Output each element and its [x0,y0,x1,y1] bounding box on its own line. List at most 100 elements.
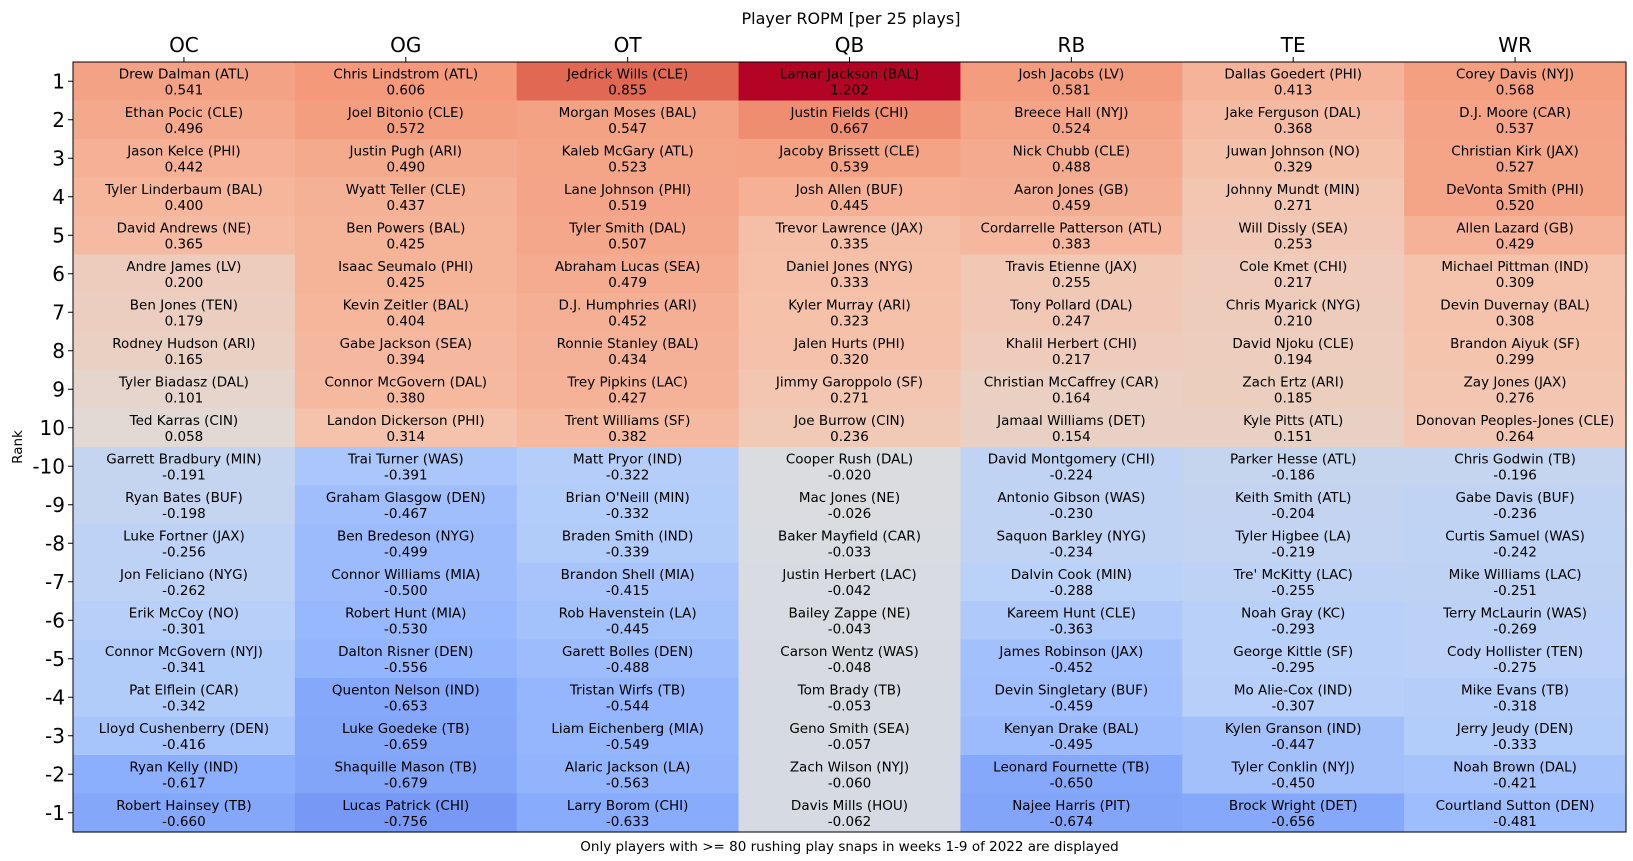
heatmap-cell: Carson Wentz (WAS)-0.048 [738,639,962,679]
cell-player-label: Dallas Goedert (PHI) [1224,66,1362,82]
heatmap-cell: Tyler Linderbaum (BAL)0.400 [73,177,296,217]
cell-rect [516,139,740,179]
cell-rect [1182,100,1405,140]
heatmap-cell: Jedrick Wills (CLE)0.855 [516,62,740,102]
cell-value-label: -0.556 [384,660,428,676]
cell-value-label: 0.247 [1052,313,1091,329]
cell-value-label: 0.255 [1052,275,1091,291]
cell-player-label: Lloyd Cushenberry (DEN) [99,721,269,737]
heatmap-cell: Daniel Jones (NYG)0.333 [738,254,962,294]
cell-value-label: 0.253 [1274,236,1313,252]
heatmap-cell: Tristan Wirfs (TB)-0.544 [516,678,740,718]
plot-frame [72,61,1627,833]
cell-value-label: -0.224 [1050,467,1094,483]
cell-rect [516,177,740,217]
cell-value-label: 0.479 [608,275,647,291]
heatmap-cell: Morgan Moses (BAL)0.547 [516,100,740,140]
cell-value-label: -0.679 [384,775,428,791]
heatmap-cell: David Njoku (CLE)0.194 [1182,331,1405,371]
cell-value-label: -0.653 [384,698,428,714]
cell-player-label: Zach Wilson (NYJ) [790,759,909,775]
cell-player-label: Justin Herbert (LAC) [781,567,916,583]
cell-player-label: Courtland Sutton (DEN) [1436,798,1595,814]
cell-value-label: -0.391 [384,467,428,483]
cell-player-label: Kaleb McGary (ATL) [562,143,694,159]
cell-rect [1404,793,1627,833]
column-labels: OC OG OT QB RB TE WR [169,33,1532,62]
cell-rect [1404,62,1627,102]
cell-value-label: -0.322 [606,467,650,483]
cell-player-label: Antonio Gibson (WAS) [997,490,1145,506]
cell-rect [294,177,518,217]
cell-player-label: Pat Elflein (CAR) [129,682,239,698]
cell-player-label: Cole Kmet (CHI) [1239,259,1347,275]
heatmap-cell: Leonard Fournette (TB)-0.650 [960,755,1183,795]
heatmap-cell: Tre' McKitty (LAC)-0.255 [1182,562,1405,602]
cell-player-label: Rob Havenstein (LA) [559,605,697,621]
heatmap-cell: Tyler Conklin (NYJ)-0.450 [1182,755,1405,795]
cell-rect [516,601,740,641]
cell-value-label: -0.617 [162,775,206,791]
heatmap-cell: Chris Godwin (TB)-0.196 [1404,447,1627,487]
cell-rect [738,370,962,410]
cell-value-label: 0.400 [165,198,204,214]
heatmap-cell: Liam Eichenberg (MIA)-0.549 [516,716,740,756]
cell-player-label: Connor McGovern (DAL) [324,374,487,390]
cell-rect [1182,139,1405,179]
cell-value-label: 0.496 [165,121,204,137]
cell-rect [738,601,962,641]
column-label-oc: OC [169,33,199,57]
x-axis-label: Only players with >= 80 rushing play sna… [580,839,1118,855]
cell-player-label: Ben Jones (TEN) [130,297,238,313]
cell-player-label: Corey Davis (NYJ) [1456,66,1574,82]
cell-value-label: 0.164 [1052,390,1091,406]
cell-rect [960,524,1183,564]
cell-value-label: 0.368 [1274,121,1313,137]
cell-value-label: -0.500 [384,583,428,599]
cell-value-label: -0.301 [162,621,206,637]
cell-player-label: Andre James (LV) [126,259,241,275]
cell-value-label: -0.307 [1271,698,1315,714]
cell-player-label: Daniel Jones (NYG) [786,259,913,275]
heatmap-cell: Brock Wright (DET)-0.656 [1182,793,1405,833]
cell-player-label: Devin Duvernay (BAL) [1440,297,1590,313]
cell-rect [1182,62,1405,102]
cell-player-label: D.J. Moore (CAR) [1459,105,1571,121]
cell-value-label: 0.445 [830,198,869,214]
cell-rect [73,370,296,410]
column-label-wr: WR [1498,33,1532,57]
cell-rect [960,139,1183,179]
heatmap-cell: Ronnie Stanley (BAL)0.434 [516,331,740,371]
cell-rect [73,254,296,294]
cell-value-label: -0.255 [1271,583,1315,599]
cell-rect [738,408,962,448]
heatmap-cell: Pat Elflein (CAR)-0.342 [73,678,296,718]
cell-rect [516,639,740,679]
cell-rect [1404,254,1627,294]
cell-rect [1182,177,1405,217]
heatmap-cell: Ryan Kelly (IND)-0.617 [73,755,296,795]
heatmap-cell: Parker Hesse (ATL)-0.186 [1182,447,1405,487]
heatmap-cell: Abraham Lucas (SEA)0.479 [516,254,740,294]
heatmap-cell: Trai Turner (WAS)-0.391 [294,447,518,487]
cell-value-label: 0.365 [165,236,204,252]
heatmap-cell: Josh Jacobs (LV)0.581 [960,62,1183,102]
cell-value-label: -0.633 [606,814,650,830]
cell-value-label: 0.271 [1274,198,1313,214]
cell-value-label: -0.318 [1493,698,1537,714]
heatmap-cell: Kyle Pitts (ATL)0.151 [1182,408,1405,448]
cell-rect [294,408,518,448]
heatmap-cell: Braden Smith (IND)-0.339 [516,524,740,564]
cell-rect [738,524,962,564]
cell-player-label: Tyler Smith (DAL) [568,220,686,236]
cell-player-label: Tyler Conklin (NYJ) [1231,759,1355,775]
heatmap-cell: Dalton Risner (DEN)-0.556 [294,639,518,679]
row-label: 5 [52,223,65,247]
cell-player-label: Alaric Jackson (LA) [565,759,691,775]
cell-value-label: 0.425 [386,275,425,291]
cell-player-label: Cody Hollister (TEN) [1447,644,1583,660]
cell-rect [1182,562,1405,602]
cell-value-label: -0.447 [1271,737,1315,753]
column-label-og: OG [390,33,421,57]
cell-value-label: 0.329 [1274,159,1313,175]
